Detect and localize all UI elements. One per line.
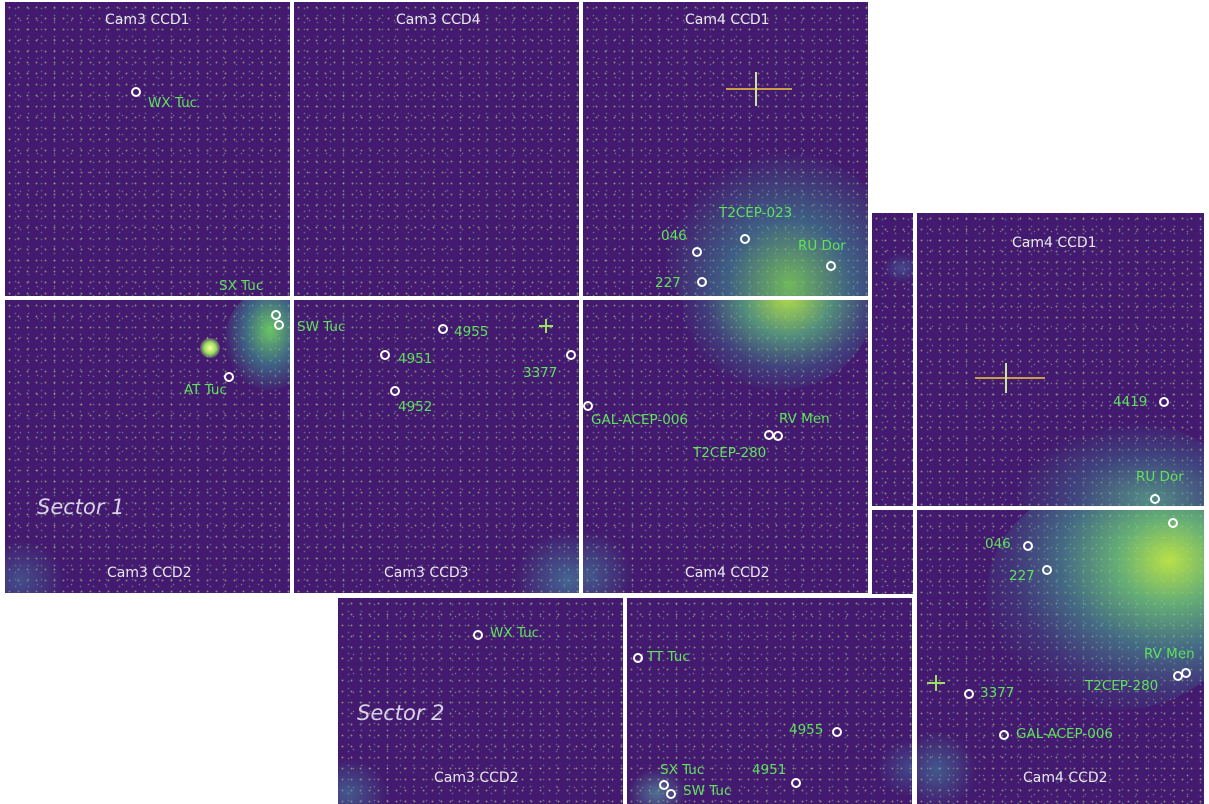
- ccd-label: Cam4 CCD1: [685, 12, 770, 28]
- bright-star-spike: [935, 675, 937, 691]
- corner-glow: [514, 530, 579, 593]
- ccd-label: Cam4 CCD2: [1023, 770, 1108, 786]
- star-marker: [583, 401, 593, 411]
- star-label-4419: 4419: [1113, 394, 1148, 410]
- star-label-t2cep-023: T2CEP-023: [719, 205, 793, 221]
- star-marker: [1150, 494, 1160, 504]
- ccd-panel-s2-middle: TT Tuc 4955 SX Tuc 4951 SW Tuc: [627, 598, 912, 804]
- star-label-4951: 4951: [398, 351, 433, 367]
- ccd-panel-cam3-ccd4: Cam3 CCD4: [294, 2, 579, 296]
- bright-star-spike: [975, 377, 1045, 379]
- sector-label: Sector 2: [357, 701, 445, 725]
- bright-star-spike: [927, 682, 945, 684]
- star-marker: [964, 689, 974, 699]
- star-marker: [692, 247, 702, 257]
- star-marker: [666, 789, 676, 799]
- star-marker: [633, 653, 643, 663]
- ccd-panel-cam3-ccd2: AT Tuc Sector 1 Cam3 CCD2: [5, 300, 290, 593]
- corner-glow: [877, 738, 912, 798]
- star-label-rv-men: RV Men: [779, 411, 830, 427]
- star-marker: [473, 630, 483, 640]
- star-marker: [274, 320, 284, 330]
- bright-star-spike: [726, 88, 792, 90]
- star-label-3377: 3377: [523, 365, 558, 381]
- star-marker: [697, 277, 707, 287]
- ccd-panel-s2-cam4-ccd2: 046 227 RV Men T2CEP-280 3377 GAL-ACEP-0…: [917, 510, 1204, 804]
- star-label-at-tuc: AT Tuc: [184, 382, 227, 398]
- star-label-t2cep-280: T2CEP-280: [693, 445, 767, 461]
- star-label-227: 227: [1009, 568, 1035, 584]
- star-marker: [1023, 541, 1033, 551]
- star-label-227: 227: [655, 275, 681, 291]
- star-marker: [659, 780, 669, 790]
- star-label-rv-men: RV Men: [1144, 646, 1195, 662]
- star-label-sx-tuc: SX Tuc: [219, 278, 264, 294]
- bright-star-glow: [200, 338, 220, 358]
- star-label-4951: 4951: [752, 762, 787, 778]
- corner-glow: [338, 758, 388, 804]
- lmc-glow: [663, 152, 868, 296]
- star-label-4955: 4955: [789, 722, 824, 738]
- star-marker: [832, 727, 842, 737]
- ccd-panel-s2-cam4-ccd1: Cam4 CCD1 4419 RU Dor: [917, 213, 1204, 506]
- ccd-panel-cam4-ccd2: GAL-ACEP-006 RV Men T2CEP-280 Cam4 CCD2: [583, 300, 868, 593]
- lmc-glow: [1017, 423, 1204, 506]
- star-label-gal-acep-006: GAL-ACEP-006: [1016, 726, 1113, 742]
- star-label-3377: 3377: [980, 685, 1015, 701]
- star-marker: [224, 372, 234, 382]
- star-marker: [773, 431, 783, 441]
- corner-glow: [5, 540, 65, 593]
- corner-glow: [917, 730, 977, 804]
- star-marker: [826, 261, 836, 271]
- star-label-wx-tuc: WX Tuc: [490, 625, 540, 641]
- bright-star-spike: [545, 319, 547, 333]
- star-label-sw-tuc: SW Tuc: [683, 783, 732, 799]
- lmc-glow: [683, 300, 868, 390]
- star-marker: [271, 310, 281, 320]
- ccd-panel-cam4-ccd1: Cam4 CCD1 T2CEP-023 046 RU Dor 227: [583, 2, 868, 296]
- bright-star-spike: [1005, 363, 1007, 393]
- star-marker: [131, 87, 141, 97]
- ccd-panel-cam3-ccd3: SW Tuc 4955 4951 3377 4952 Cam3 CCD3: [294, 300, 579, 593]
- corner-glow: [882, 253, 913, 283]
- star-label-ru-dor: RU Dor: [1136, 469, 1184, 485]
- ccd-label: Cam3 CCD2: [434, 770, 519, 786]
- ccd-label: Cam3 CCD1: [105, 12, 190, 28]
- star-marker: [1159, 397, 1169, 407]
- star-label-wx-tuc: WX Tuc: [148, 95, 198, 111]
- star-marker: [791, 778, 801, 788]
- star-marker: [1042, 565, 1052, 575]
- star-marker: [1181, 668, 1191, 678]
- star-marker: [1168, 518, 1178, 528]
- star-marker: [566, 350, 576, 360]
- star-marker: [740, 234, 750, 244]
- ccd-panel-s2-cam3-ccd2: WX Tuc Sector 2 Cam3 CCD2: [338, 598, 623, 804]
- ccd-label: Cam3 CCD4: [396, 12, 481, 28]
- ccd-label: Cam3 CCD2: [107, 565, 192, 581]
- ccd-label: Cam3 CCD3: [384, 565, 469, 581]
- ccd-label: Cam4 CCD2: [685, 565, 770, 581]
- ccd-panel-cam3-ccd1: Cam3 CCD1 WX Tuc SX Tuc: [5, 2, 290, 296]
- star-marker: [390, 386, 400, 396]
- ccd-label: Cam4 CCD1: [1012, 235, 1097, 251]
- ccd-panel-strip-bottom: [872, 510, 913, 594]
- star-label-046: 046: [985, 536, 1011, 552]
- star-label-t2cep-280: T2CEP-280: [1085, 678, 1159, 694]
- star-marker: [999, 730, 1009, 740]
- star-marker: [438, 324, 448, 334]
- star-label-sw-tuc: SW Tuc: [297, 319, 346, 335]
- bright-star-spike: [755, 72, 757, 106]
- bright-star-spike: [539, 325, 553, 327]
- star-label-sx-tuc: SX Tuc: [660, 762, 705, 778]
- star-marker: [380, 350, 390, 360]
- star-label-gal-acep-006: GAL-ACEP-006: [591, 412, 688, 428]
- sector-label: Sector 1: [37, 495, 125, 519]
- star-label-tt-tuc: TT Tuc: [647, 649, 690, 665]
- ccd-panel-strip-top: [872, 213, 913, 506]
- star-label-046: 046: [661, 228, 687, 244]
- corner-glow: [583, 530, 633, 593]
- star-label-4952: 4952: [398, 399, 433, 415]
- star-label-ru-dor: RU Dor: [798, 238, 846, 254]
- star-label-4955: 4955: [454, 324, 489, 340]
